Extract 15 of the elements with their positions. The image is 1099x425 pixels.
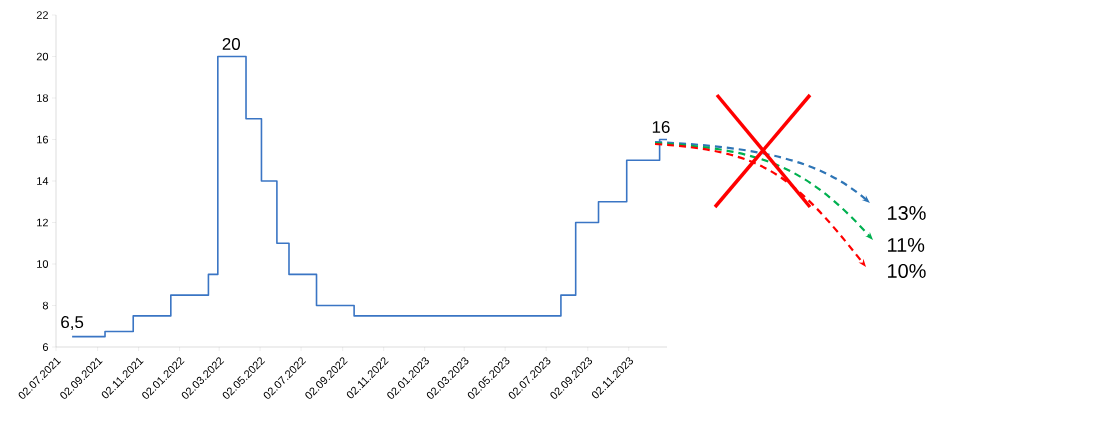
text: 11% [888, 238, 925, 252]
annotation: 6,5 [61, 316, 84, 331]
text: 10% [888, 263, 926, 279]
annotation: 20 [222, 37, 241, 50]
y-tick-label: 16 [37, 135, 49, 144]
y-tick-label: 10 [37, 260, 49, 268]
annotation: 16 [652, 120, 670, 133]
text: 13% [888, 205, 926, 221]
y-tick-label: 6 [42, 343, 49, 351]
y-tick-label: 8 [42, 301, 49, 310]
y-tick-label: 22 [36, 11, 48, 19]
y-tick-label: 12 [37, 218, 48, 227]
y-tick-label: 18 [37, 94, 49, 102]
y-tick-label: 20 [36, 52, 49, 61]
y-tick-label: 14 [37, 177, 49, 185]
